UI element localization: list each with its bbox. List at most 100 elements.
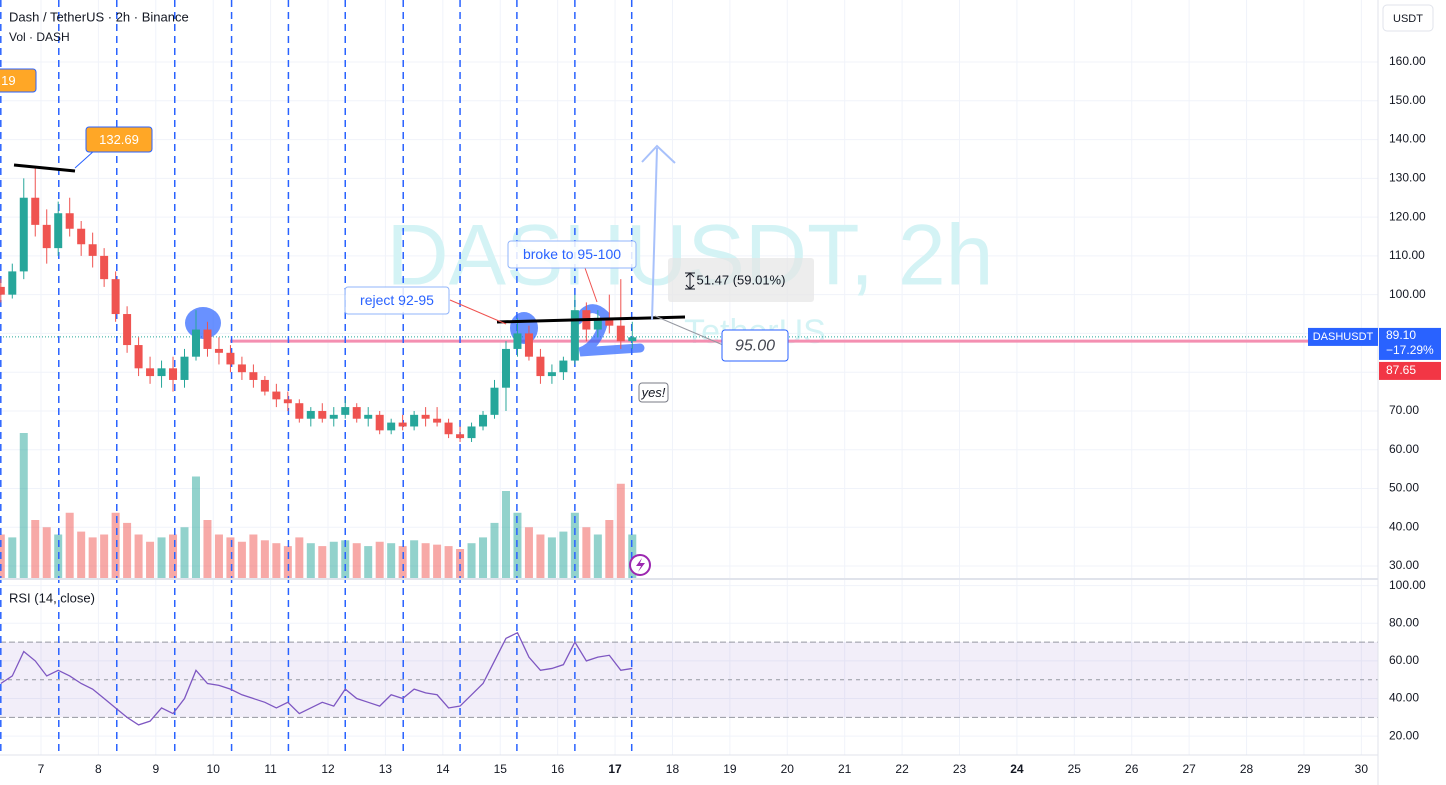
rsi-tick-label: 60.00 bbox=[1389, 653, 1419, 667]
candle-body bbox=[123, 314, 132, 346]
candle-body bbox=[479, 414, 488, 427]
volume-bar bbox=[88, 537, 97, 578]
volume-bar bbox=[157, 537, 166, 578]
candle-body bbox=[433, 418, 442, 423]
volume-bar bbox=[31, 520, 40, 578]
volume-bar bbox=[169, 534, 178, 578]
x-tick-label: 19 bbox=[723, 762, 737, 776]
candle-body bbox=[456, 434, 465, 439]
candle-body bbox=[157, 368, 166, 377]
currency[interactable]: USDT bbox=[1393, 13, 1423, 25]
candle-body bbox=[191, 329, 200, 357]
y-tick-label: 100.00 bbox=[1389, 287, 1426, 301]
candle-body bbox=[203, 329, 212, 349]
y-tick-label: 110.00 bbox=[1389, 248, 1425, 262]
volume-bar bbox=[398, 546, 407, 578]
x-tick-label: 17 bbox=[608, 762, 622, 776]
volume-bar bbox=[329, 541, 338, 578]
candle-body bbox=[226, 352, 235, 365]
volume-bar bbox=[214, 534, 223, 578]
annotation-cut-box bbox=[0, 68, 37, 93]
candle-body bbox=[341, 407, 350, 415]
candle-body bbox=[524, 333, 533, 357]
change-label: −17.29% bbox=[1386, 343, 1434, 357]
candle-body bbox=[77, 228, 86, 245]
x-tick-label: 26 bbox=[1125, 762, 1139, 776]
annotation-reject-box bbox=[344, 286, 450, 315]
symbol-label: DASHUSDT bbox=[1313, 331, 1374, 343]
volume-bar bbox=[249, 534, 258, 578]
pointer bbox=[584, 267, 598, 303]
volume-bar bbox=[490, 522, 499, 578]
rsi-tick-label: 20.00 bbox=[1389, 728, 1419, 742]
annotation-level: 95.00 bbox=[735, 338, 775, 355]
x-tick-label: 28 bbox=[1240, 762, 1254, 776]
currency-button[interactable] bbox=[1382, 4, 1434, 32]
x-tick-label: 11 bbox=[264, 762, 277, 776]
grid bbox=[0, 0, 1378, 755]
volume-bar bbox=[605, 520, 614, 578]
candle-body bbox=[31, 197, 40, 225]
candle-body bbox=[169, 368, 178, 380]
x-tick-label: 10 bbox=[207, 762, 221, 776]
volume-bar bbox=[77, 531, 86, 578]
candle-body bbox=[180, 356, 189, 380]
candle-body bbox=[111, 279, 120, 315]
trend-line bbox=[496, 315, 686, 324]
highlight bbox=[185, 307, 221, 339]
candle-body bbox=[570, 310, 579, 361]
volume-bar bbox=[8, 537, 17, 578]
volume-bar bbox=[444, 546, 453, 578]
rsi-tick-label: 100.00 bbox=[1389, 578, 1426, 592]
volume-bar bbox=[421, 543, 430, 578]
candle-body bbox=[19, 197, 28, 272]
candle-body bbox=[628, 337, 637, 342]
x-tick-label: 30 bbox=[1355, 762, 1369, 776]
price-label: 89.10 bbox=[1386, 328, 1416, 342]
candle-body bbox=[88, 244, 97, 256]
candle-body bbox=[501, 348, 510, 388]
rsi-tick-label: 40.00 bbox=[1389, 691, 1419, 705]
candle-body bbox=[410, 414, 419, 427]
volume-bar bbox=[65, 512, 74, 578]
candle-body bbox=[318, 410, 327, 419]
candle-body bbox=[616, 325, 625, 342]
volume-bar bbox=[410, 540, 419, 578]
candle-body bbox=[490, 387, 499, 415]
other-label-box bbox=[1379, 361, 1441, 380]
rsi-line bbox=[0, 631, 633, 726]
volume-bar bbox=[191, 476, 200, 578]
volume-bar bbox=[433, 544, 442, 578]
candle-body bbox=[283, 399, 292, 404]
y-tick-label: 40.00 bbox=[1389, 519, 1419, 533]
x-tick-label: 15 bbox=[494, 762, 508, 776]
x-tick-label: 18 bbox=[666, 762, 680, 776]
volume-bar bbox=[536, 534, 545, 578]
annotation-yes-box bbox=[638, 382, 669, 403]
candle-body bbox=[237, 364, 246, 373]
x-tick-label: 25 bbox=[1068, 762, 1082, 776]
volume-bar bbox=[283, 546, 292, 578]
candle-body bbox=[547, 372, 556, 377]
x-tick-label: 20 bbox=[781, 762, 795, 776]
volume-bar bbox=[42, 527, 51, 578]
volume-bar bbox=[387, 543, 396, 578]
candle-body bbox=[329, 414, 338, 419]
x-tick-label: 8 bbox=[95, 762, 102, 776]
annotation-high: 132.69 bbox=[99, 132, 139, 147]
y-tick-label: 60.00 bbox=[1389, 442, 1419, 456]
annotation-high-box bbox=[85, 126, 153, 153]
volume-bar bbox=[479, 537, 488, 578]
candle-body bbox=[272, 391, 281, 400]
candle-body bbox=[536, 356, 545, 377]
volume-bar bbox=[123, 522, 132, 578]
x-tick-label: 24 bbox=[1010, 762, 1024, 776]
volume-bar bbox=[501, 491, 510, 578]
volume-bar bbox=[272, 543, 281, 578]
candle-body bbox=[146, 368, 155, 377]
price-label-box bbox=[1379, 327, 1441, 360]
candle-body bbox=[559, 360, 568, 373]
symbol-label-box bbox=[1308, 327, 1378, 346]
volume-bar bbox=[146, 541, 155, 578]
